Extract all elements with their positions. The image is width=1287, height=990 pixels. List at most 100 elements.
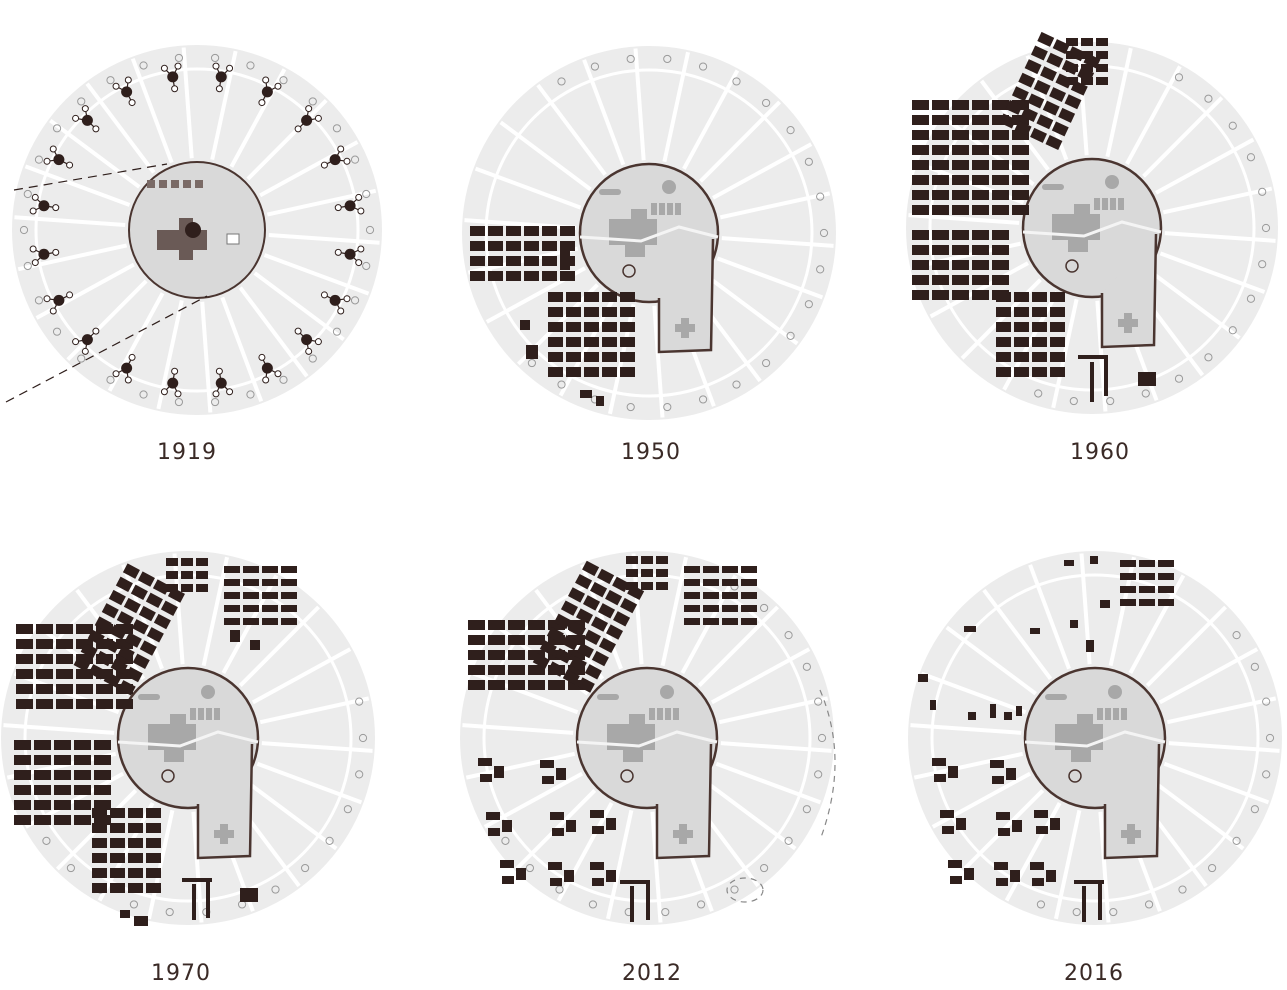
ring-marker [308, 97, 317, 106]
house-block [196, 584, 208, 592]
house-block [972, 245, 989, 255]
house-block [36, 624, 53, 634]
radial-street [1054, 809, 1082, 920]
building [657, 708, 663, 720]
annex-icon [128, 99, 136, 107]
annex-icon [334, 248, 342, 256]
house-block [1010, 870, 1020, 882]
house-block [992, 100, 1009, 110]
annex-icon [343, 157, 351, 165]
panel-1950 [462, 46, 836, 420]
building [659, 203, 665, 215]
house-block [528, 635, 545, 645]
house-block [95, 650, 113, 667]
house-block [1012, 115, 1029, 125]
building [1094, 198, 1100, 210]
radial-street [1164, 231, 1276, 243]
house-block [972, 290, 989, 300]
ring-marker [730, 885, 739, 894]
house-block [577, 677, 595, 693]
dashed-line [5, 295, 208, 403]
radial-street [715, 761, 822, 805]
house-block [992, 130, 1009, 140]
house-block [192, 884, 196, 920]
house-block [1040, 66, 1057, 82]
house-block [546, 626, 564, 643]
radial-street [920, 671, 1027, 715]
house-block [1058, 107, 1076, 123]
house-block [500, 860, 514, 868]
house-block [224, 592, 240, 599]
house-block [486, 812, 500, 820]
hospital-cross-icon [675, 318, 695, 338]
house-block [583, 629, 601, 646]
house-block [580, 390, 592, 398]
house-block [1050, 818, 1060, 830]
house-block [1014, 322, 1029, 332]
panel-1919 [5, 45, 382, 415]
house-block [598, 603, 616, 619]
house-block [602, 307, 617, 317]
house-block [996, 292, 1011, 302]
annex-icon [81, 105, 89, 113]
ring-marker [804, 157, 813, 166]
radial-street [710, 647, 811, 705]
ring-marker [819, 228, 829, 238]
house-block [703, 592, 719, 599]
house-block [684, 579, 700, 586]
ring-marker [1262, 697, 1271, 706]
house-block [996, 322, 1011, 332]
annex-icon [262, 376, 270, 384]
radial-street [606, 809, 634, 920]
ring-marker [1069, 396, 1078, 406]
house-block [703, 579, 719, 586]
house-block [1120, 586, 1136, 593]
house-block [1012, 145, 1029, 155]
house-block [620, 322, 635, 332]
house-block [74, 740, 91, 750]
house-block [1032, 352, 1047, 362]
house-block [972, 175, 989, 185]
house-block [1012, 130, 1029, 140]
ring-marker [246, 390, 255, 399]
house-block [1032, 367, 1047, 377]
house-block [566, 322, 581, 332]
ring-marker [52, 327, 62, 336]
radial-street [1142, 96, 1224, 178]
house-block [950, 876, 962, 884]
house-block [952, 245, 969, 255]
radial-street [1128, 574, 1186, 674]
house-block [956, 818, 966, 830]
house-block [932, 290, 949, 300]
house-block [992, 190, 1009, 200]
house-block [88, 664, 106, 680]
house-block [552, 828, 564, 836]
year-label-2016: 2016 [1064, 961, 1124, 986]
radial-street [246, 98, 328, 181]
building [1097, 708, 1103, 720]
ring-marker [557, 77, 566, 86]
house-block [932, 190, 949, 200]
ring-marker [1036, 900, 1046, 909]
house-block [741, 566, 757, 573]
house-block [166, 584, 178, 592]
ring-marker [588, 900, 598, 909]
hospital-cross-icon [673, 824, 693, 844]
radial-street [662, 51, 690, 163]
house-block [74, 815, 91, 825]
building [190, 708, 196, 720]
radial-street [3, 723, 115, 735]
house-block [73, 656, 91, 672]
house-block [1014, 367, 1029, 377]
house-block [131, 619, 149, 635]
house-block [1139, 586, 1155, 593]
radial-street [259, 696, 370, 725]
ring-marker [1265, 733, 1275, 743]
house-block [76, 639, 93, 649]
house-block [1034, 810, 1048, 818]
house-block [1066, 51, 1078, 59]
ring-marker [759, 863, 769, 873]
house-block [992, 205, 1009, 215]
house-block [1070, 620, 1078, 628]
